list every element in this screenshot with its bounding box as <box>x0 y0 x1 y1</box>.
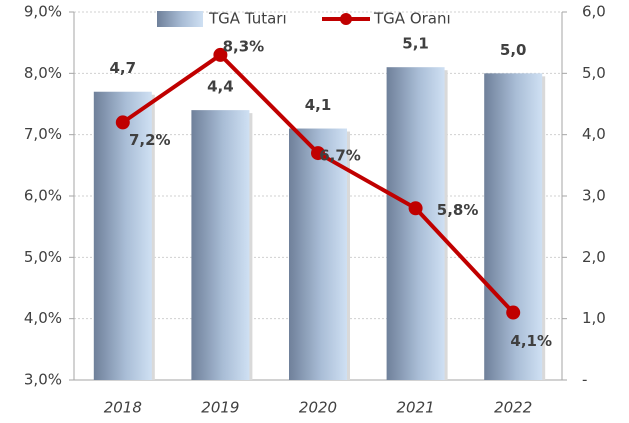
x-tick-label: 2020 <box>299 399 337 417</box>
line-marker <box>213 47 228 62</box>
y-tick-label: 4,0% <box>24 309 62 327</box>
legend-swatch-marker <box>340 13 352 25</box>
y-tick-label: 6,0% <box>24 187 62 205</box>
bar-value-label: 5,1 <box>402 35 429 53</box>
y-tick-label: 7,0% <box>24 125 62 143</box>
legend-label: TGA Tutarı <box>208 10 287 28</box>
bar-value-label: 4,1 <box>305 96 332 114</box>
line-value-label: 4,1% <box>510 332 552 350</box>
y-tick-label: 5,0% <box>24 248 62 266</box>
legend-swatch <box>157 11 203 27</box>
line-marker <box>311 146 325 161</box>
line-marker <box>506 305 521 320</box>
line-marker <box>408 201 423 216</box>
y2-tick-label: 5,0 <box>582 64 606 82</box>
y2-tick-label: 6,0 <box>582 3 606 21</box>
y2-tick-label: 2,0 <box>582 248 606 266</box>
y-tick-label: 3,0% <box>24 371 62 389</box>
bar <box>289 128 347 380</box>
y2-tick-label: - <box>582 371 587 389</box>
bar <box>484 73 543 380</box>
legend-label: TGA Oranı <box>373 10 451 28</box>
x-tick-label: 2019 <box>201 399 239 417</box>
x-tick-label: 2022 <box>494 399 532 417</box>
bar <box>386 67 445 380</box>
y2-tick-label: 1,0 <box>582 309 606 327</box>
line-value-label: 7,2% <box>129 131 171 149</box>
line-value-label: 8,3% <box>223 37 265 55</box>
x-tick-label: 2018 <box>104 399 142 417</box>
y-tick-label: 9,0% <box>24 3 62 21</box>
bar <box>93 91 152 380</box>
line-value-label: 6,7% <box>319 147 361 165</box>
y-tick-label: 8,0% <box>24 64 62 82</box>
y2-tick-label: 4,0 <box>582 125 606 143</box>
x-tick-label: 2021 <box>397 399 435 417</box>
bar <box>191 110 250 380</box>
bar-value-label: 4,7 <box>110 59 137 77</box>
line-marker <box>115 115 130 130</box>
y2-tick-label: 3,0 <box>582 187 606 205</box>
bar-value-label: 5,0 <box>500 41 527 59</box>
bar-value-label: 4,4 <box>207 78 234 96</box>
line-value-label: 5,8% <box>437 201 479 219</box>
